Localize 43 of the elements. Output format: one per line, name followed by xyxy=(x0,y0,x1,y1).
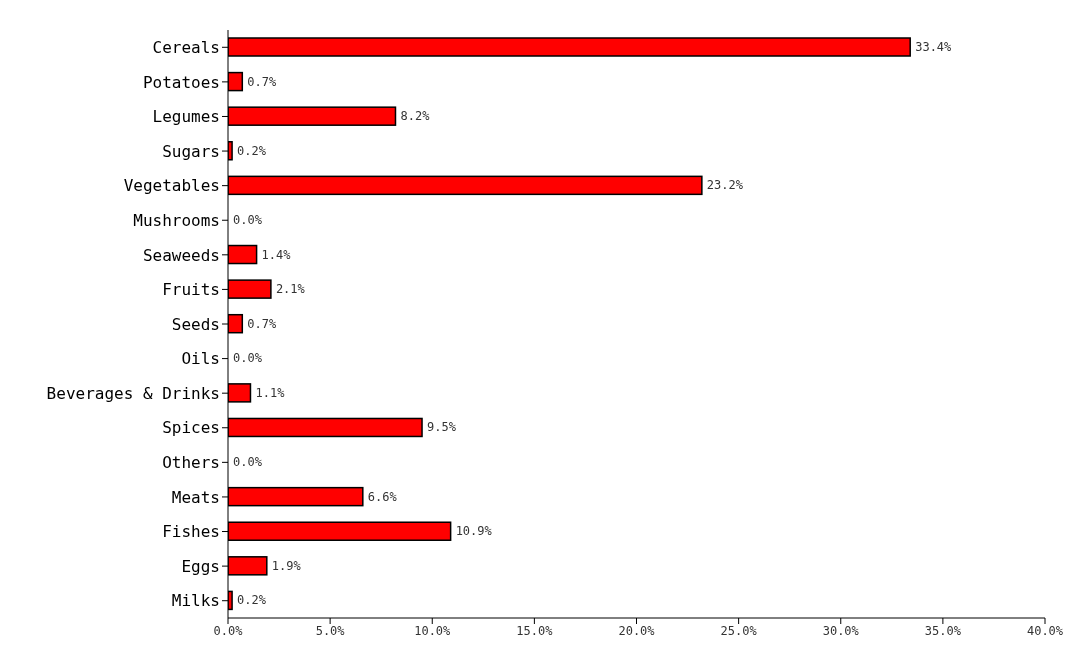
y-tick-label: Meats xyxy=(171,487,220,507)
y-tick-label: Vegetables xyxy=(123,176,220,196)
y-tick-label: Spices xyxy=(162,418,220,438)
y-tick-label: Milks xyxy=(171,591,220,611)
data-label: 33.4% xyxy=(915,40,953,54)
y-tick-label: Sugars xyxy=(162,141,220,161)
x-tick-label: 30.0% xyxy=(822,623,860,638)
y-tick-label: Mushrooms xyxy=(133,210,220,230)
data-label: 0.0% xyxy=(233,455,263,470)
data-label: 8.2% xyxy=(400,109,431,124)
data-label: 1.1% xyxy=(255,385,286,400)
x-tick-label: 10.0% xyxy=(414,623,452,638)
y-tick-label: Seaweeds xyxy=(142,245,220,265)
data-label: 0.2% xyxy=(237,143,267,158)
data-label: 2.1% xyxy=(275,282,306,297)
x-tick-label: 0.0% xyxy=(213,623,244,638)
y-tick-label: Oils xyxy=(181,349,220,369)
data-label: 6.6% xyxy=(367,489,398,504)
y-tick-label: Eggs xyxy=(181,556,220,576)
data-label: 10.9% xyxy=(455,524,493,539)
x-tick-label: 35.0% xyxy=(924,623,962,638)
x-tick-label: 5.0% xyxy=(315,623,346,638)
y-tick-label: Beverages & Drinks xyxy=(46,383,220,403)
data-label: 9.5% xyxy=(427,420,457,435)
y-tick-label: Fishes xyxy=(162,522,220,542)
y-tick-label: Fruits xyxy=(162,280,220,300)
data-label: 0.2% xyxy=(237,593,267,608)
y-tick-label: Legumes xyxy=(152,107,220,127)
data-label: 1.4% xyxy=(261,247,292,262)
x-tick-label: 25.0% xyxy=(720,623,758,638)
x-tick-label: 40.0% xyxy=(1026,623,1064,638)
y-tick-label: Potatoes xyxy=(142,72,220,92)
data-label: 23.2% xyxy=(706,178,744,193)
y-tick-label: Others xyxy=(162,453,220,473)
y-tick-label: Cereals xyxy=(152,37,220,57)
data-label: 0.0% xyxy=(233,351,263,366)
y-tick-label: Seeds xyxy=(171,314,220,334)
data-label: 0.7% xyxy=(247,74,277,89)
data-label: 0.0% xyxy=(233,212,263,227)
x-tick-label: 20.0% xyxy=(618,623,656,638)
x-tick-label: 15.0% xyxy=(516,623,554,638)
data-label: 0.7% xyxy=(247,316,277,331)
data-label: 1.9% xyxy=(271,558,302,573)
